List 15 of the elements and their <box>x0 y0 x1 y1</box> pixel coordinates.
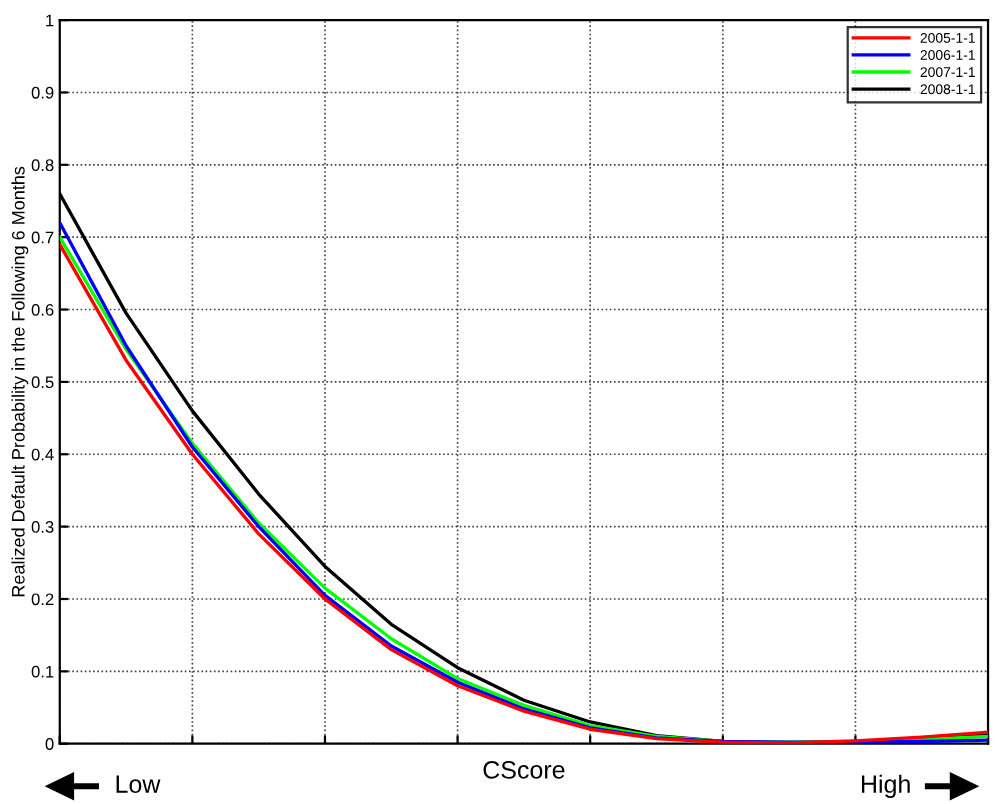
y-tick-label: 0 <box>45 738 54 750</box>
y-tick-label: 1 <box>46 14 54 27</box>
text: Low <box>116 775 161 794</box>
text: High <box>861 774 910 798</box>
y-tick-label: 0.6 <box>31 303 54 316</box>
x-axis-title: CScore <box>483 761 565 779</box>
y-axis-title: Realized Default Probability in the Following 6 Months <box>11 166 29 597</box>
y-tick-label: 0.3 <box>31 521 54 533</box>
y-tick-label: 0.1 <box>31 665 54 678</box>
y-tick-label: 0.7 <box>31 231 54 244</box>
y-tick-label: 0.9 <box>31 86 54 99</box>
y-tick-label: 0.8 <box>31 159 54 172</box>
y-tick-label: 0.5 <box>31 376 54 389</box>
y-tick-label: 0.4 <box>31 448 54 461</box>
y-tick-label: 0.2 <box>31 593 54 606</box>
